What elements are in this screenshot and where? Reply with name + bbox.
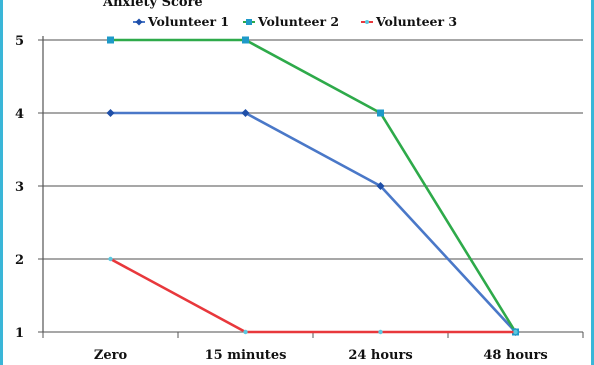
data-point xyxy=(243,329,248,335)
chart-title: Anxiety Score xyxy=(102,0,203,10)
data-point xyxy=(376,182,385,190)
series-lines xyxy=(106,36,520,336)
axis-ticks: 1 2 3 4 5 Zero 15 minutes 24 hours 48 hours xyxy=(15,34,584,363)
legend-marker xyxy=(246,19,252,25)
series-line xyxy=(110,111,517,333)
data-point xyxy=(241,109,250,117)
data-point xyxy=(513,329,518,335)
y-tick-label: 3 xyxy=(15,180,24,195)
data-point xyxy=(107,36,114,44)
data-point xyxy=(108,256,113,262)
x-tick-label: Zero xyxy=(94,348,128,363)
series-1 xyxy=(106,109,520,336)
legend-item-3: Volunteer 3 xyxy=(361,14,457,29)
legend: Volunteer 1 Volunteer 2 Volunteer 3 xyxy=(133,14,457,29)
x-tick-label: 15 minutes xyxy=(205,348,287,363)
legend-label: Volunteer 1 xyxy=(147,14,229,29)
legend-label: Volunteer 2 xyxy=(257,14,339,29)
gridlines xyxy=(42,36,583,333)
legend-item-2: Volunteer 2 xyxy=(243,14,339,29)
y-tick-label: 1 xyxy=(15,326,24,341)
series-3 xyxy=(108,256,518,335)
data-point xyxy=(378,329,383,335)
line-chart: Anxiety Score 1 2 3 4 5 Zero 15 minutes 24 hour… xyxy=(15,0,584,363)
y-tick-label: 5 xyxy=(15,34,24,49)
legend-marker xyxy=(365,20,369,24)
legend-marker xyxy=(135,18,143,26)
legend-label: Volunteer 3 xyxy=(375,14,457,29)
x-tick-label: 24 hours xyxy=(348,348,412,363)
y-tick-label: 4 xyxy=(15,107,24,122)
legend-item-1: Volunteer 1 xyxy=(133,14,229,29)
data-point xyxy=(242,36,249,44)
series-line xyxy=(109,257,516,334)
series-line xyxy=(110,38,517,333)
data-point xyxy=(106,109,115,117)
data-point xyxy=(377,109,384,117)
x-tick-label: 48 hours xyxy=(483,348,547,363)
y-tick-label: 2 xyxy=(15,253,24,268)
